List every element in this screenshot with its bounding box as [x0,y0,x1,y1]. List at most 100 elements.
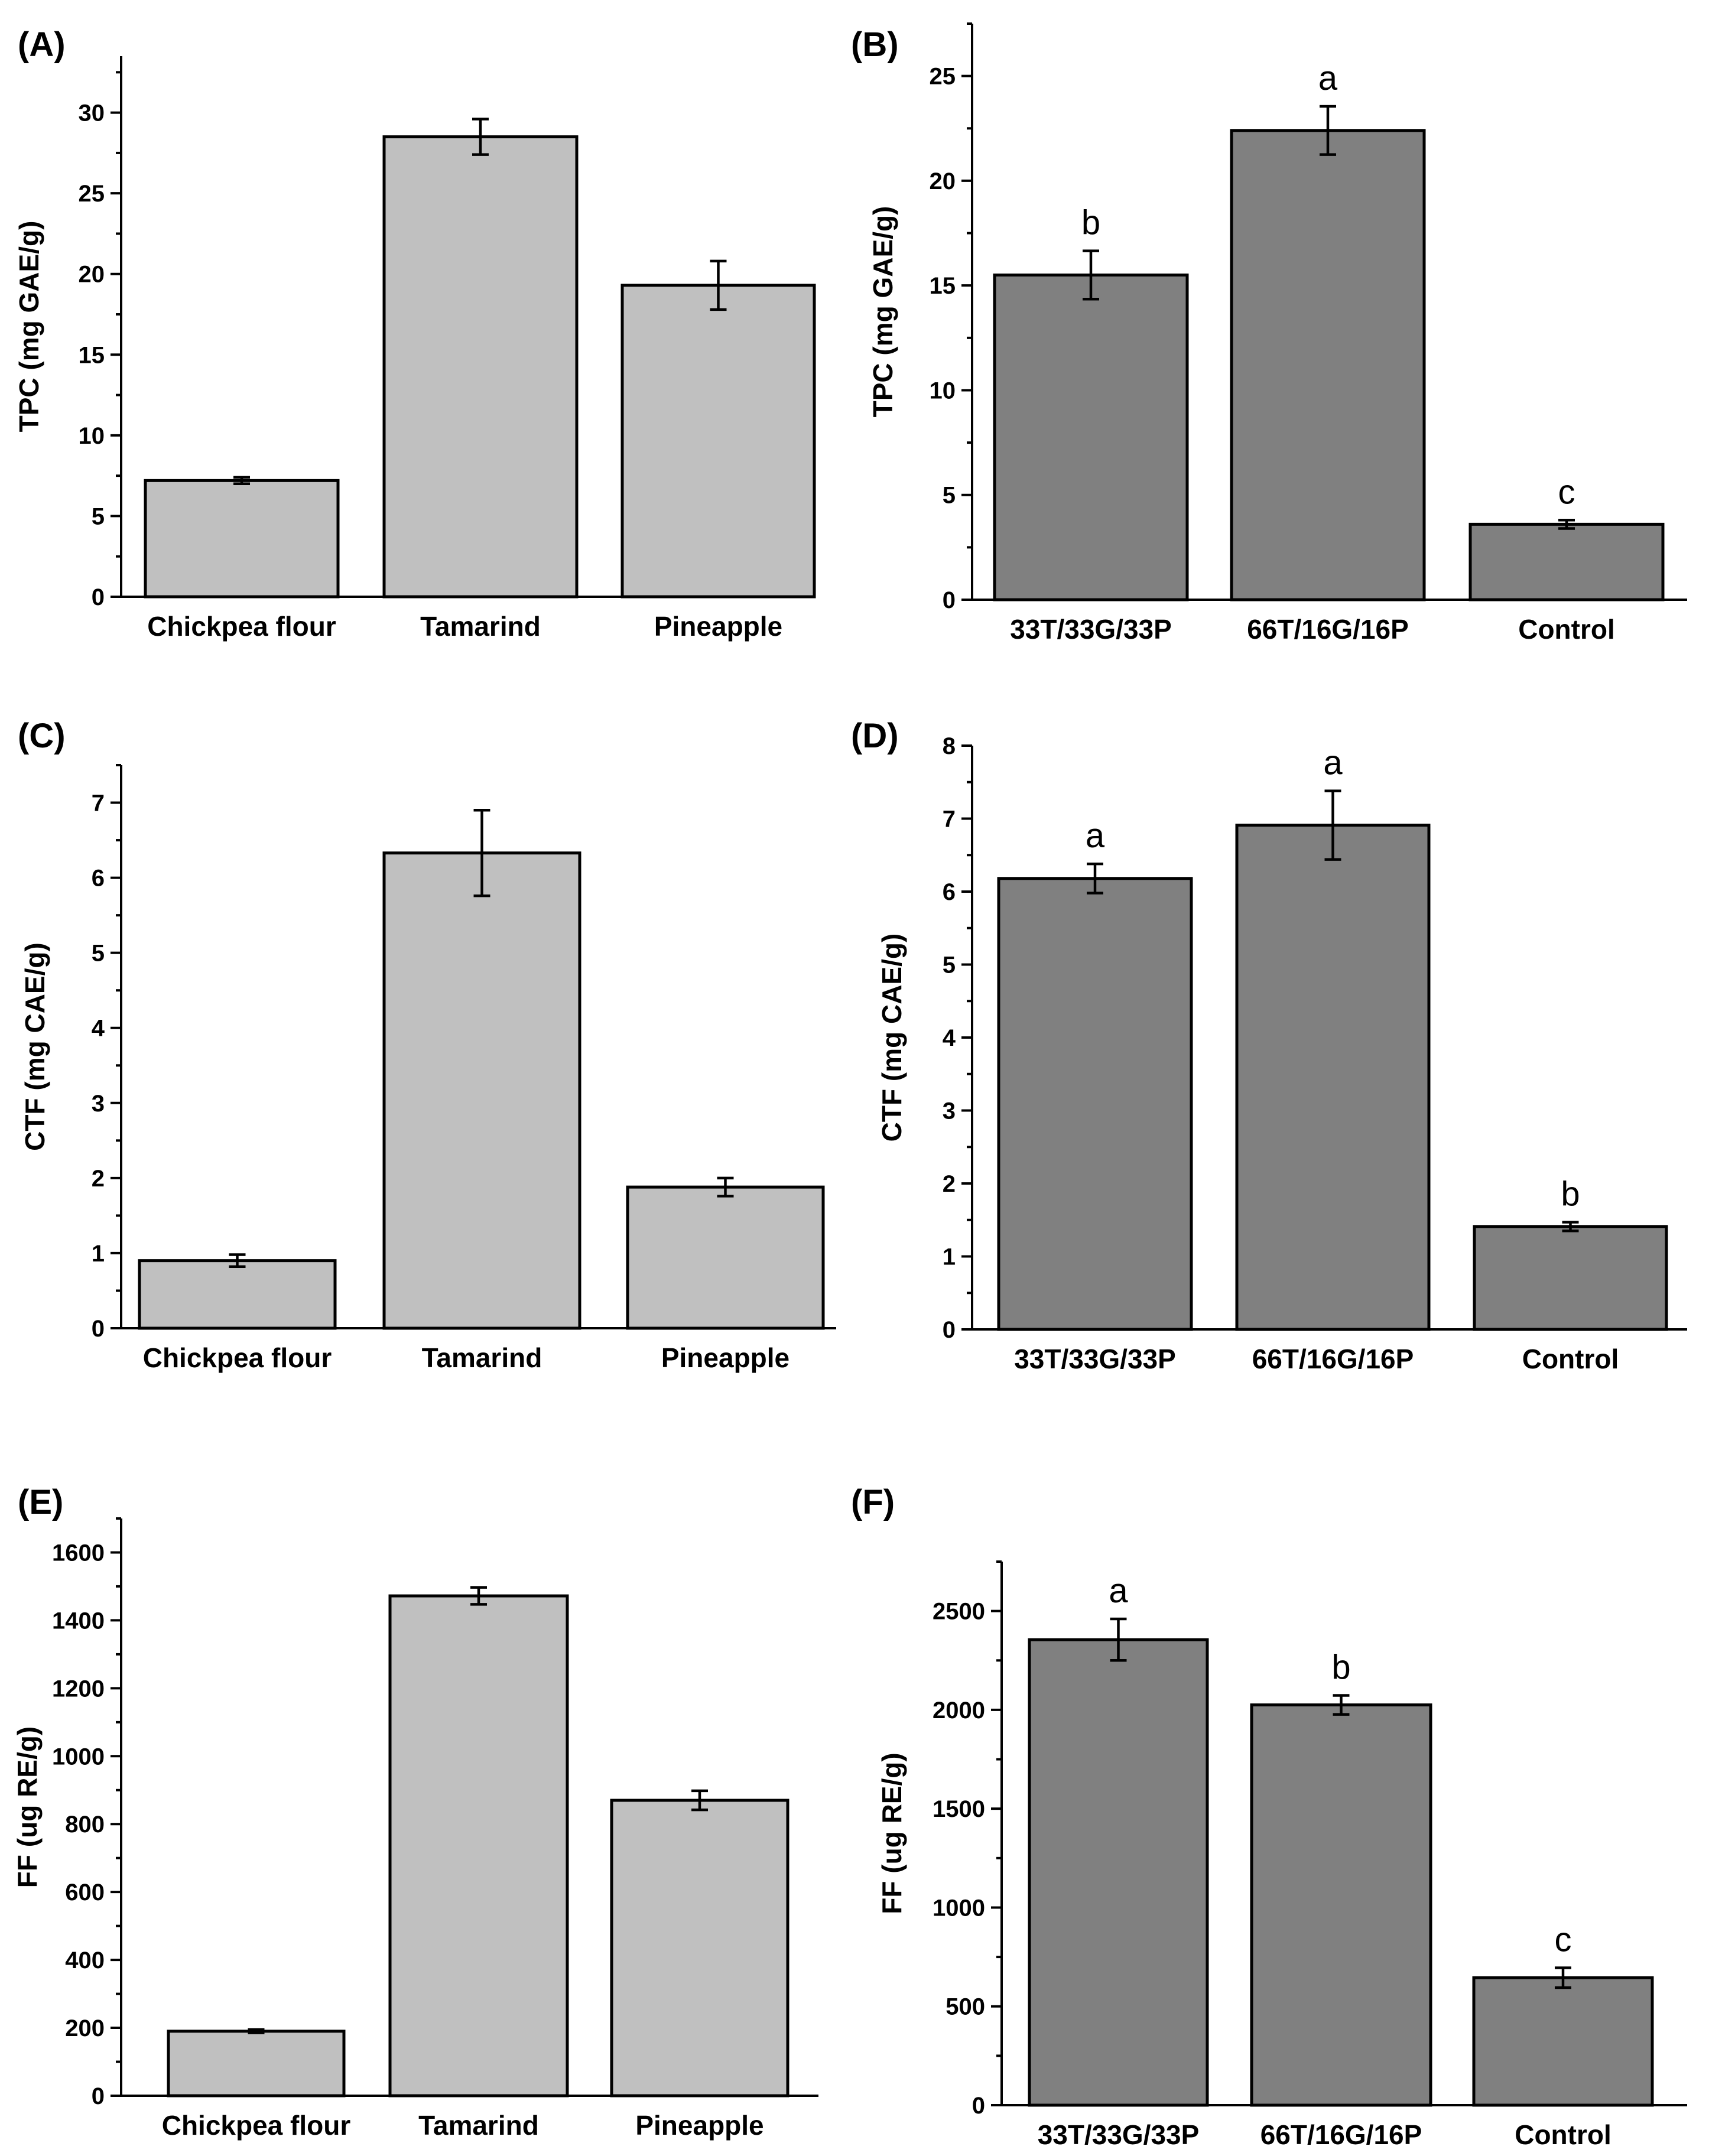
x-category-label: Tamarind [420,611,541,642]
y-tick-label: 5 [92,503,105,529]
x-category-label: Tamarind [422,1342,542,1373]
bar [1468,522,1665,601]
y-tick-label: 2500 [933,1599,985,1625]
bar [138,1259,337,1330]
error-bar [1333,1694,1350,1716]
y-tick-label: 10 [930,378,956,404]
bar [993,273,1189,601]
y-tick-label: 200 [65,2015,105,2041]
y-tick-label: 400 [65,1947,105,1973]
y-tick-label: 5 [92,941,105,967]
x-category-label: 66T/16G/16P [1260,2119,1422,2150]
y-tick-label: 3 [92,1091,105,1117]
error-bar [233,476,250,486]
x-category-label: 33T/33G/33P [1010,614,1172,645]
y-tick-label: 1400 [52,1608,105,1634]
significance-letter: c [1555,1920,1572,1959]
bar [1473,1225,1668,1331]
y-tick-label: 5 [943,483,956,509]
chart-panel-3: (C) 0 1 2 3 4 5 6 7 CTF (mg CAE/g) Chickpea flour T… [18,717,836,1373]
error-bar [1320,105,1336,156]
x-category-label: 33T/33G/33P [1014,1344,1176,1374]
x-category-label: Pineapple [654,611,782,642]
x-category-label: Chickpea flour [162,2110,351,2141]
error-bar [473,808,490,897]
bar [1230,129,1426,601]
significance-letter: a [1318,59,1338,97]
chart-panel-4: (D) 0 1 2 3 4 5 6 7 8 CTF (mg CAE/g) 33T/33G/33P a 66… [851,717,1687,1374]
y-tick-label: 1000 [933,1895,985,1921]
error-bar [691,1789,708,1812]
error-bar [1087,862,1103,895]
y-tick-label: 1500 [933,1796,985,1822]
x-category-label: 66T/16G/16P [1252,1344,1414,1374]
significance-letter: b [1331,1648,1350,1686]
y-tick-label: 6 [943,879,956,905]
y-tick-label: 7 [943,807,956,833]
y-tick-label: 0 [943,1317,956,1343]
y-tick-label: 6 [92,866,105,892]
significance-letter: c [1558,473,1575,511]
error-bar [1110,1617,1127,1662]
y-tick-label: 25 [79,181,105,207]
x-category-label: Control [1515,2119,1611,2150]
y-tick-label: 8 [943,733,956,759]
error-bar [248,2028,265,2034]
error-bar [1558,519,1575,530]
error-bar [470,1586,487,1606]
y-tick-label: 10 [79,423,105,449]
panel-label: (E) [18,1483,63,1521]
error-bar [1562,1221,1579,1233]
bar [382,135,579,599]
panel-label: (F) [851,1483,895,1521]
x-category-label: Pineapple [661,1342,789,1373]
x-category-label: Chickpea flour [147,611,336,642]
y-tick-label: 20 [930,168,956,194]
error-bar [472,118,489,156]
panel-label: (B) [851,25,899,64]
y-tick-label: 4 [92,1016,105,1042]
y-tick-label: 0 [972,2093,985,2119]
bar [382,851,581,1330]
bar [626,1185,825,1330]
y-tick-label: 3 [943,1098,956,1124]
bar [167,2030,346,2098]
y-tick-label: 600 [65,1879,105,1905]
y-tick-label: 1200 [52,1676,105,1702]
y-tick-label: 800 [65,1812,105,1838]
y-tick-label: 20 [79,262,105,288]
y-axis-title: CTF (mg CAE/g) [876,934,907,1142]
panel-label: (D) [851,717,899,755]
panel-label: (C) [18,717,66,755]
y-tick-label: 0 [943,587,956,613]
error-bar [1324,789,1341,861]
chart-panel-5: (E) 0 200 400 600 800 1000 1200 1400 1600 FF (ug R… [12,1483,818,2141]
x-category-label: Control [1522,1344,1619,1374]
y-axis-title: TPC (mg GAE/g) [868,206,898,418]
y-tick-label: 2000 [933,1698,985,1724]
panel-label: (A) [18,25,66,64]
y-tick-label: 1 [943,1244,956,1270]
x-category-label: Pineapple [635,2110,763,2141]
chart-panel-1: (A) 0 5 10 15 20 25 30 TPC (mg GAE/g) Chickpea fl… [14,25,816,642]
y-tick-label: 4 [943,1025,956,1051]
y-tick-label: 1 [92,1241,105,1267]
significance-letter: a [1086,817,1105,855]
x-category-label: 33T/33G/33P [1038,2119,1200,2150]
x-category-label: Control [1518,614,1615,645]
bar [997,877,1193,1331]
significance-letter: b [1561,1175,1580,1213]
y-tick-label: 0 [92,584,105,610]
y-tick-label: 500 [946,1994,985,2020]
y-tick-label: 15 [930,273,956,299]
bar [610,1799,789,2098]
bar [1472,1976,1654,2107]
y-axis-title: FF (ug RE/g) [12,1726,43,1888]
y-tick-label: 2 [943,1171,956,1197]
x-category-label: Chickpea flour [143,1342,332,1373]
bar [144,479,340,599]
y-tick-label: 0 [92,2083,105,2109]
bar [1250,1703,1432,2107]
y-tick-label: 0 [92,1316,105,1342]
